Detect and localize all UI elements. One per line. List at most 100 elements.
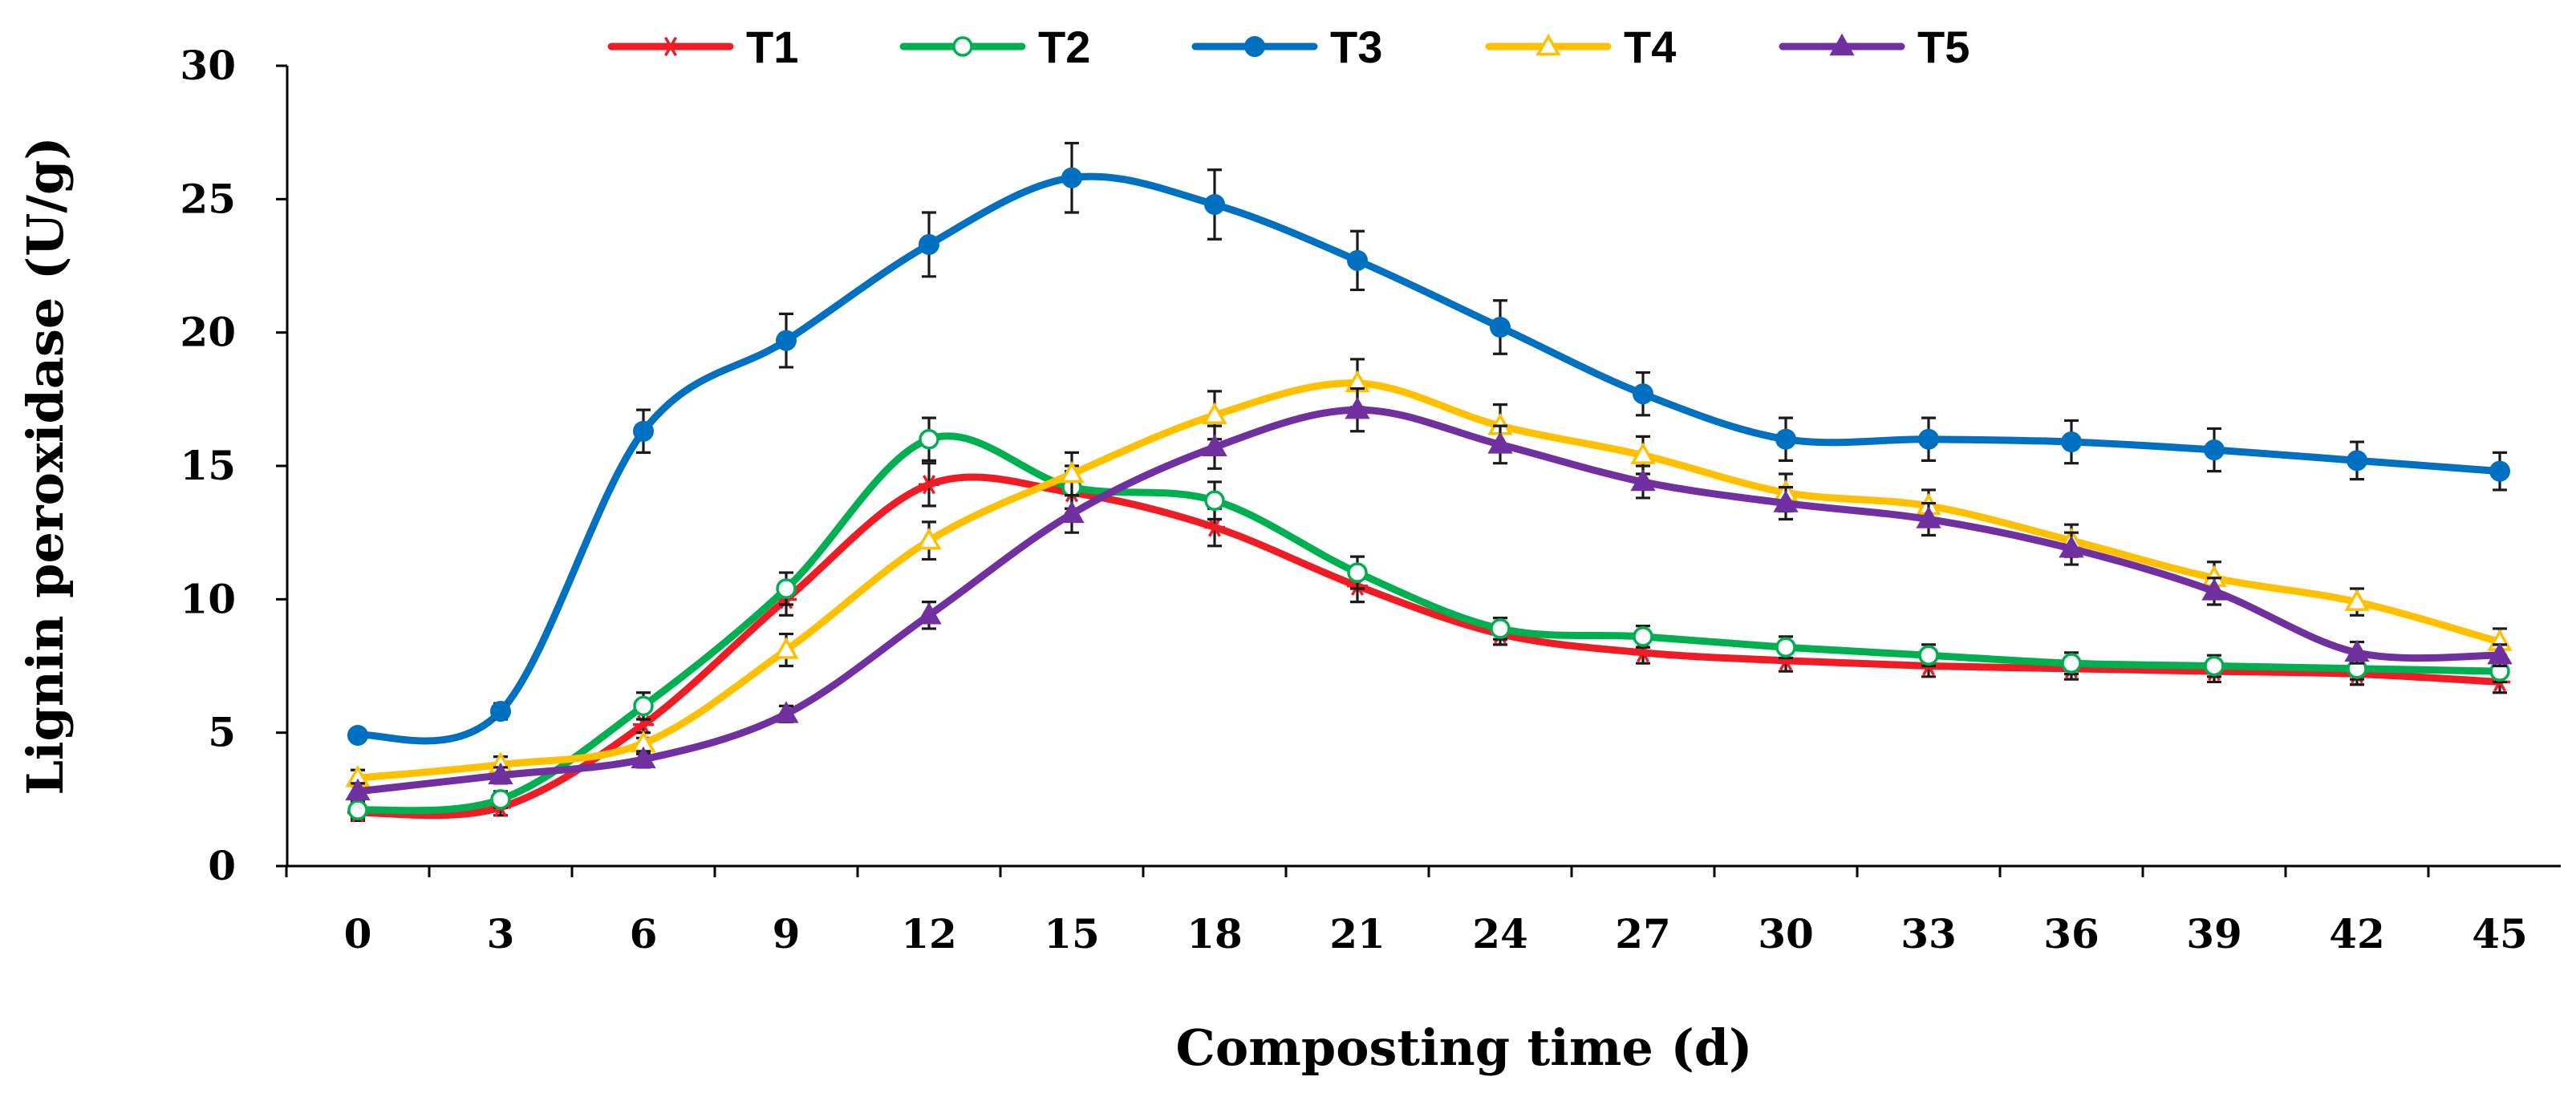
data-point-t2 <box>919 428 939 450</box>
series-t1 <box>347 462 2510 823</box>
legend-item-t4: T4 <box>1485 22 1676 72</box>
data-point-t3 <box>1061 167 1082 188</box>
data-point-t5 <box>1773 490 1799 512</box>
data-point-t5 <box>2059 535 2084 558</box>
legend-label: T4 <box>1624 22 1676 72</box>
data-point-t5 <box>488 762 513 785</box>
data-point-t4 <box>2344 589 2370 611</box>
x-tick-label: 21 <box>1329 910 1385 957</box>
data-point-t2 <box>2204 655 2225 677</box>
legend-label: T1 <box>746 22 798 72</box>
legend-marker <box>1535 33 1561 56</box>
data-point-t1 <box>919 475 939 495</box>
data-point-t4 <box>1059 460 1085 484</box>
data-point-t2 <box>1347 562 1368 583</box>
series-line-t2 <box>354 432 2504 815</box>
y-tick-label: 10 <box>180 575 236 622</box>
asterisk-stroke <box>663 36 678 57</box>
asterisk-stroke <box>922 475 936 495</box>
legend-label: T5 <box>1917 22 1970 72</box>
data-point-t2 <box>347 799 368 820</box>
legend-item-t2: T2 <box>899 22 1090 72</box>
y-axis-ticks: 0 5 10 15 20 25 30 <box>180 42 287 889</box>
x-tick-label: 18 <box>1187 910 1243 957</box>
y-tick-label: 5 <box>208 709 236 756</box>
data-point-t3 <box>347 724 368 746</box>
data-point-t3 <box>2204 439 2225 461</box>
data-point-t3 <box>1347 249 1368 271</box>
data-point-t3 <box>776 330 797 351</box>
x-tick-label: 36 <box>2043 910 2099 957</box>
x-axis-ticks: 0 3 6 9 12 15 18 21 24 27 30 33 36 39 42 45 <box>285 866 2528 957</box>
legend-marker <box>1829 33 1855 56</box>
legend-item-t5: T5 <box>1779 22 1970 72</box>
y-tick-label: 0 <box>208 842 236 889</box>
x-tick-label: 9 <box>773 910 801 957</box>
x-tick-label: 12 <box>901 910 957 957</box>
data-point-t2 <box>2061 653 2082 674</box>
x-tick-label: 42 <box>2329 910 2385 957</box>
data-point-t5 <box>345 778 371 801</box>
data-point-t2 <box>1918 645 1939 666</box>
legend-marker <box>952 36 973 57</box>
series-line-t4 <box>354 379 2504 782</box>
y-tick-label: 20 <box>180 309 236 356</box>
data-point-t2 <box>1775 637 1796 658</box>
y-tick-label: 30 <box>180 42 236 89</box>
series-t3 <box>347 141 2510 746</box>
legend-marker <box>660 36 681 57</box>
data-point-t3 <box>490 701 511 723</box>
series-line-t5 <box>354 406 2504 795</box>
data-point-t1 <box>1204 517 1225 537</box>
data-point-t3 <box>919 233 939 255</box>
data-point-t3 <box>1633 383 1653 405</box>
x-tick-label: 24 <box>1472 910 1528 957</box>
data-point-t5 <box>1059 500 1085 524</box>
legend-item-t1: T1 <box>607 22 798 72</box>
data-point-t2 <box>1633 626 1653 647</box>
data-point-t3 <box>2347 450 2367 472</box>
series-line-t1 <box>354 473 2504 820</box>
legend-marker <box>1244 36 1265 57</box>
x-tick-label: 3 <box>487 910 515 957</box>
data-point-t5 <box>1202 434 1227 456</box>
series-line-t3 <box>354 172 2504 745</box>
data-point-t5 <box>2201 578 2227 601</box>
series-t5 <box>345 387 2513 801</box>
data-point-t3 <box>1204 193 1225 215</box>
x-tick-label: 33 <box>1901 910 1957 957</box>
data-point-t5 <box>2487 642 2513 665</box>
x-tick-label: 39 <box>2186 910 2242 957</box>
y-tick-label: 15 <box>180 442 236 489</box>
x-tick-label: 45 <box>2472 910 2528 957</box>
data-point-t5 <box>916 602 942 625</box>
data-point-t2 <box>1204 490 1225 511</box>
legend-label: T2 <box>1038 22 1090 72</box>
data-point-t5 <box>773 701 799 723</box>
data-point-t4 <box>1630 442 1656 464</box>
data-point-t2 <box>633 695 654 717</box>
data-point-t5 <box>1487 431 1513 454</box>
data-point-t5 <box>1916 506 1941 528</box>
data-point-t5 <box>631 746 656 769</box>
x-tick-label: 27 <box>1615 910 1671 957</box>
x-tick-label: 15 <box>1044 910 1100 957</box>
asterisk-stroke <box>1207 517 1222 537</box>
data-point-t3 <box>633 420 654 442</box>
data-point-t4 <box>1202 402 1227 425</box>
x-axis-title: Composting time (d) <box>1176 1018 1753 1077</box>
legend: T1 T2 T3 T4 T5 <box>607 22 1970 72</box>
data-point-t3 <box>1490 317 1511 338</box>
legend-item-t3: T3 <box>1191 22 1382 72</box>
data-point-t3 <box>2489 460 2510 482</box>
series-layer <box>345 141 2513 823</box>
data-point-t3 <box>2061 431 2082 453</box>
y-axis-title: Lignin peroxidase (U/g) <box>16 136 75 795</box>
series-t2 <box>347 416 2510 820</box>
data-point-t3 <box>1918 428 1939 450</box>
data-point-t3 <box>1775 428 1796 450</box>
x-tick-label: 6 <box>630 910 658 957</box>
data-point-t4 <box>916 527 942 550</box>
data-point-t5 <box>1630 468 1656 492</box>
